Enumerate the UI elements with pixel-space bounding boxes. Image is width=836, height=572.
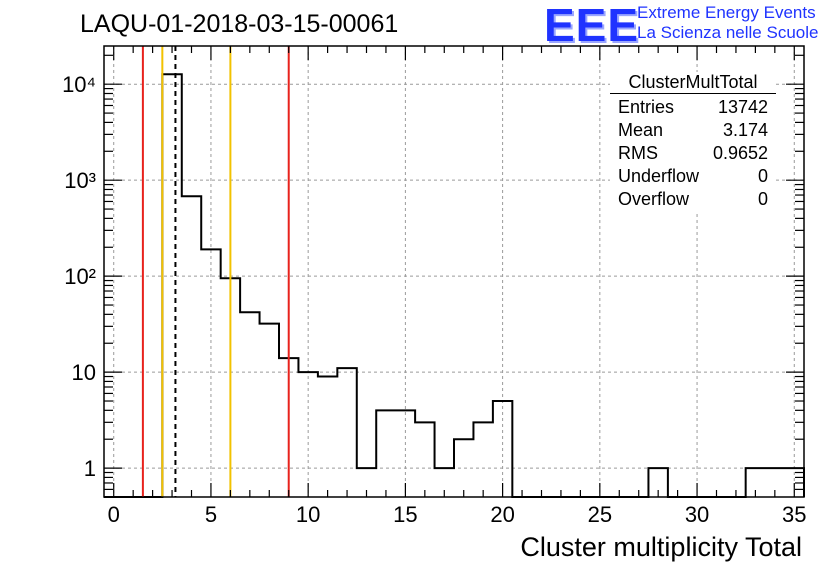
x-tick-label: 35 [782, 502, 806, 527]
stats-box: ClusterMultTotal Entries 13742 Mean 3.17… [610, 72, 776, 211]
eee-logo: EEE [544, 0, 640, 51]
stats-value: 13742 [717, 97, 768, 117]
stats-row-mean: Mean 3.174 [610, 119, 776, 142]
x-axis-label: Cluster multiplicity Total [520, 532, 802, 562]
stats-label: RMS [618, 143, 658, 163]
stats-row-underflow: Underflow 0 [610, 165, 776, 188]
y-tick-label: 10² [64, 264, 96, 289]
histogram-outline [104, 73, 805, 498]
logo-line-2: La Scienza nelle Scuole [637, 23, 819, 42]
y-tick-label: 10⁴ [62, 72, 96, 97]
stats-value: 0 [757, 166, 768, 186]
x-tick-label: 20 [490, 502, 514, 527]
stats-label: Entries [618, 97, 675, 117]
x-tick-label: 25 [588, 502, 612, 527]
x-tick-label: 0 [108, 502, 120, 527]
stats-row-entries: Entries 13742 [610, 96, 776, 119]
stats-label: Mean [618, 120, 664, 140]
x-tick-label: 5 [205, 502, 217, 527]
y-tick-label: 10 [72, 360, 96, 385]
x-tick-label: 30 [685, 502, 709, 527]
y-tick-label: 1 [84, 456, 96, 481]
y-tick-label: 10³ [64, 168, 96, 193]
stats-box-name: ClusterMultTotal [610, 72, 776, 94]
stats-label: Overflow [618, 189, 690, 209]
stats-value: 0.9652 [712, 143, 768, 163]
stats-row-overflow: Overflow 0 [610, 188, 776, 211]
stats-value: 0 [757, 189, 768, 209]
stats-row-rms: RMS 0.9652 [610, 142, 776, 165]
stats-value: 3.174 [722, 120, 768, 140]
stats-label: Underflow [618, 166, 700, 186]
logo-line-1: Extreme Energy Events [637, 3, 816, 22]
logo-caption: Extreme Energy Events La Scienza nelle S… [637, 3, 818, 43]
chart-title: LAQU-01-2018-03-15-00061 [80, 10, 399, 38]
x-tick-label: 10 [296, 502, 320, 527]
plot-frame [103, 45, 805, 498]
x-tick-label: 15 [393, 502, 417, 527]
